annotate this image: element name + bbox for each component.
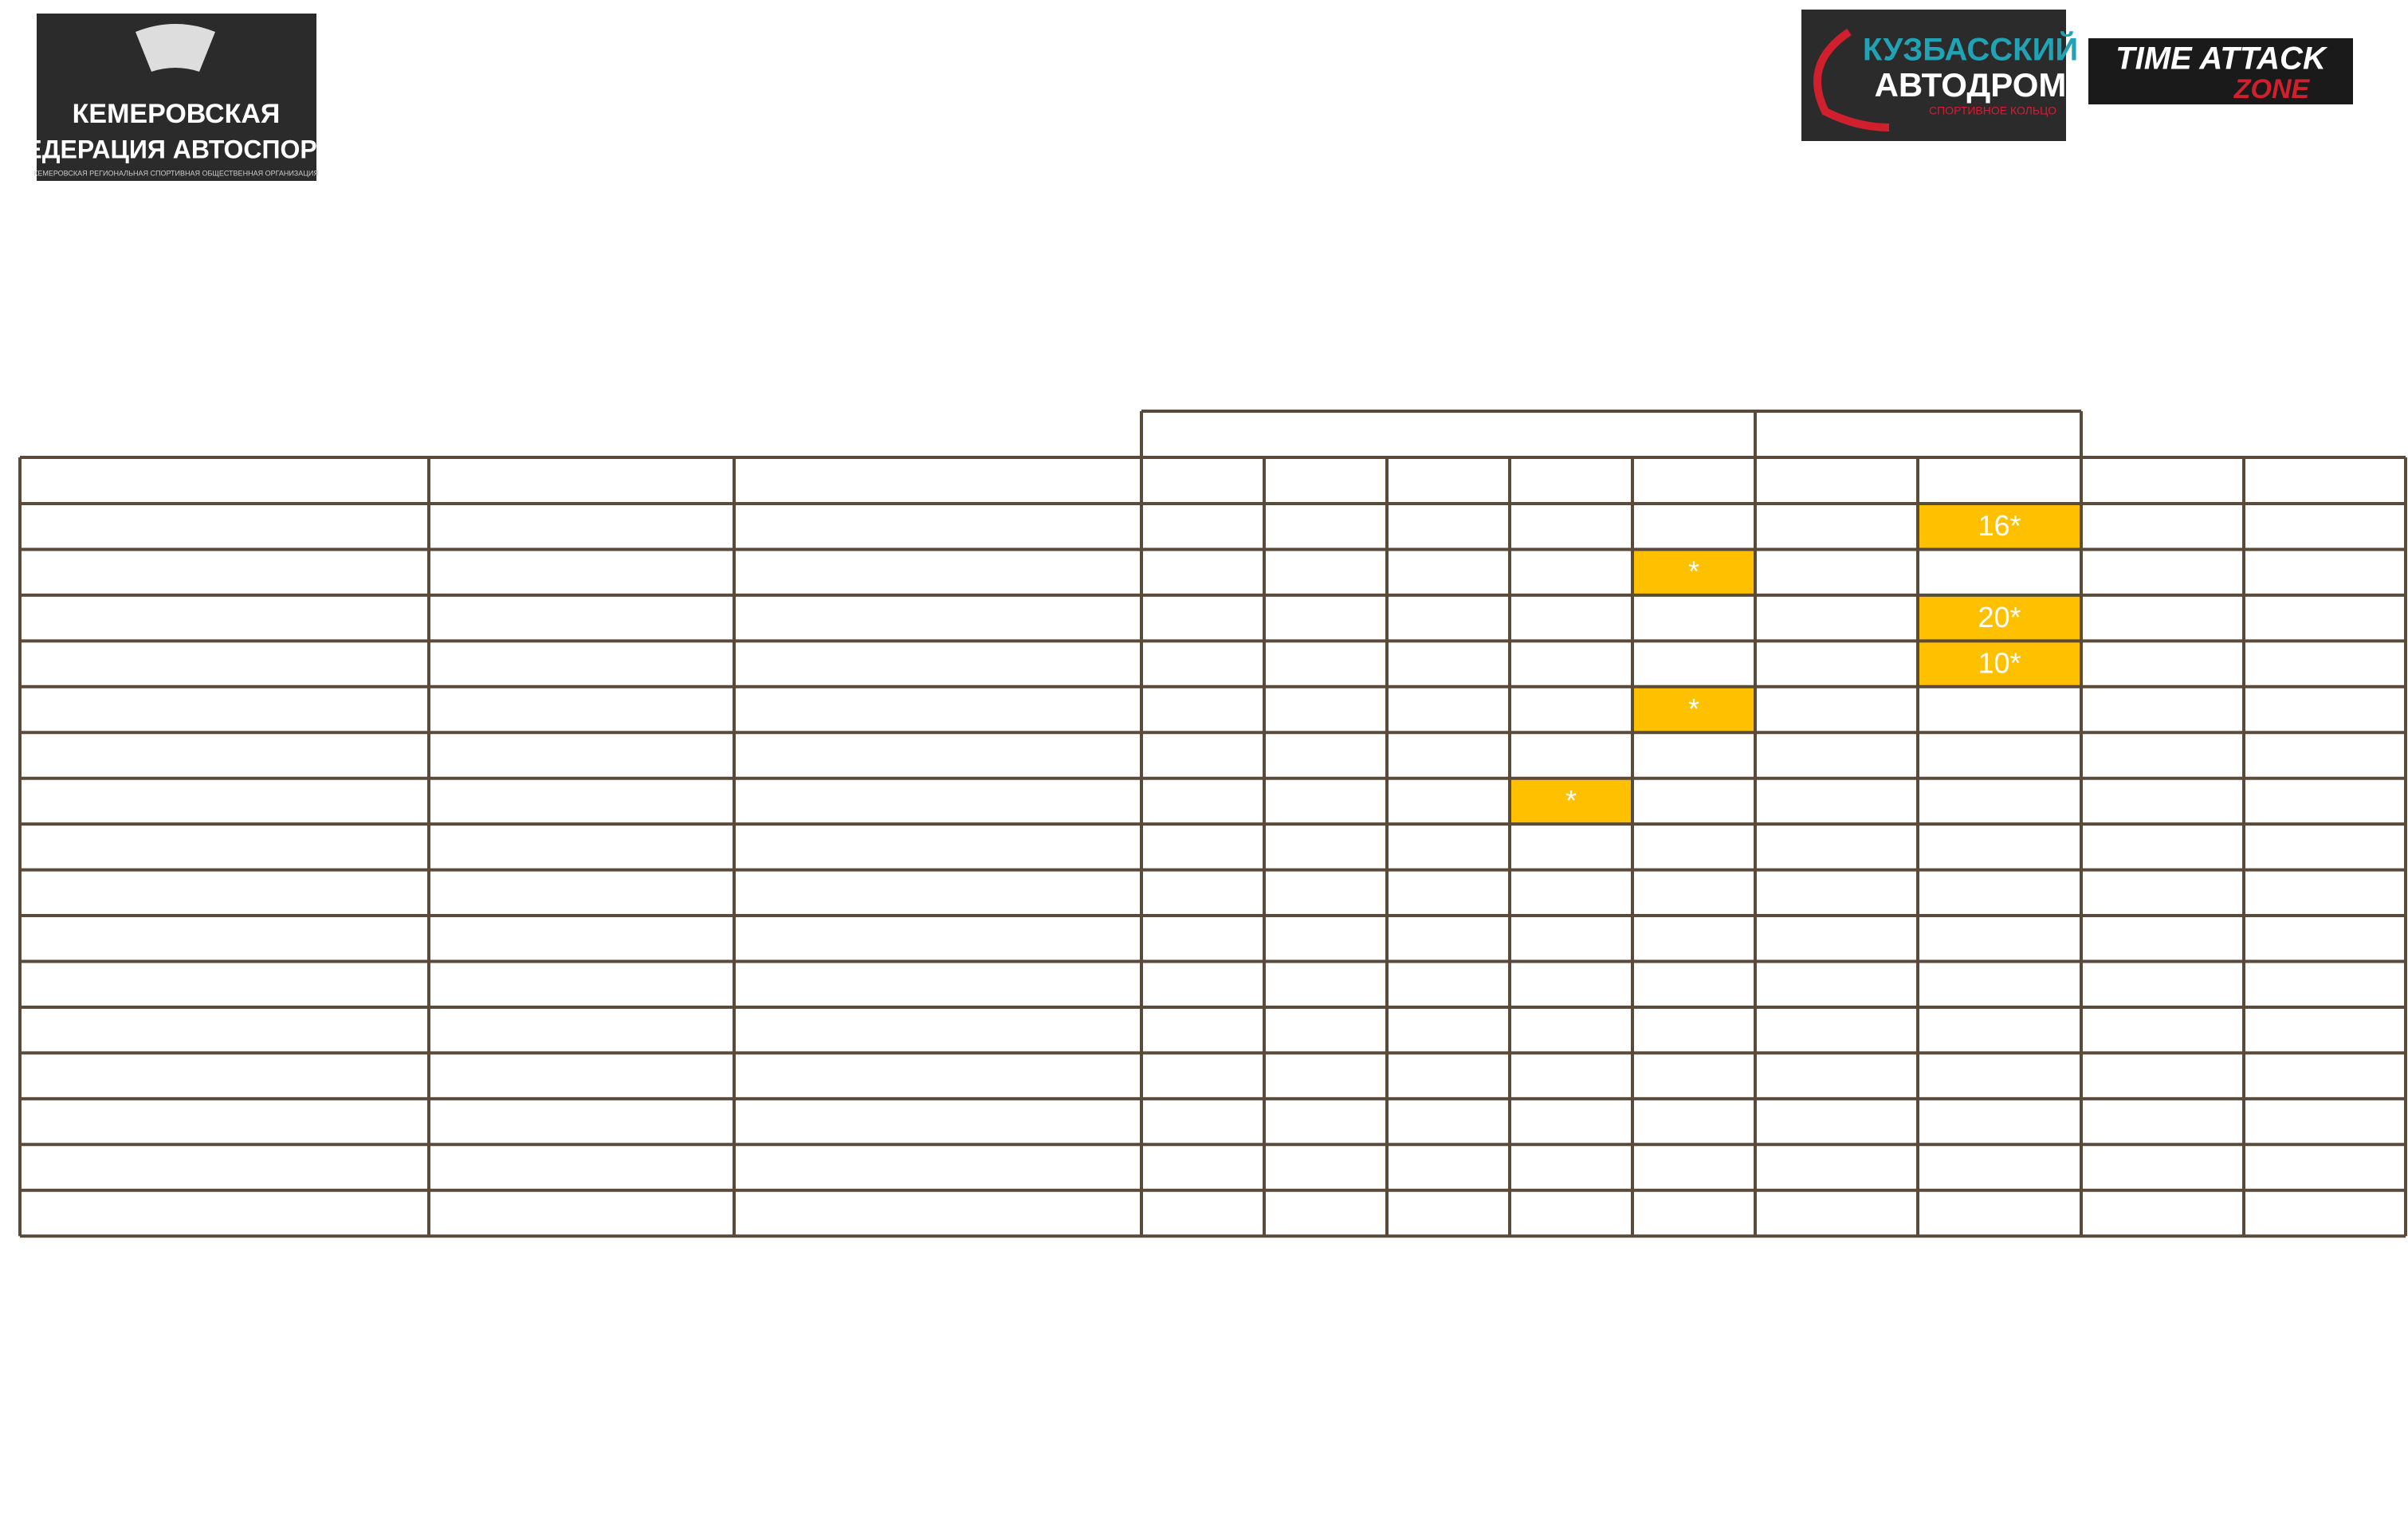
logo-text: ФЕДЕРАЦИЯ АВТОСПОРТА <box>3 135 349 163</box>
highlight-cell <box>1632 686 1755 733</box>
logo-text: КУЗБАССКИЙ <box>1863 31 2078 68</box>
logo-text: КЕМЕРОВСКАЯ <box>73 99 281 129</box>
logo-text: АВТОДРОМ <box>1875 66 2067 104</box>
logo-text: TIME ATTACK <box>2115 41 2328 76</box>
results-table: 16* * 20* 10* * * <box>18 410 2407 1238</box>
logo-text: ZONE <box>2233 74 2311 104</box>
cell-text: 20* <box>1978 601 2021 633</box>
cell-text: * <box>1565 784 1577 817</box>
logo-text: СПОРТИВНОЕ КОЛЬЦО <box>1929 104 2056 117</box>
timeattack-logo: TIME ATTACK ZONE <box>2088 38 2353 104</box>
highlight-cell <box>1510 778 1632 825</box>
cell-text: * <box>1688 692 1699 725</box>
cell-text: 10* <box>1978 647 2021 680</box>
cell-text: 16* <box>1978 509 2021 542</box>
logo-text: КЕМЕРОВСКАЯ РЕГИОНАЛЬНАЯ СПОРТИВНАЯ ОБЩЕ… <box>33 169 319 177</box>
autodrom-logo: КУЗБАССКИЙ АВТОДРОМ СПОРТИВНОЕ КОЛЬЦО <box>1801 10 2078 141</box>
cell-text: * <box>1688 555 1699 588</box>
federation-logo: КЕМЕРОВСКАЯ ФЕДЕРАЦИЯ АВТОСПОРТА КЕМЕРОВ… <box>3 14 349 181</box>
highlight-cell <box>1918 504 2081 550</box>
highlight-cell <box>1918 641 2081 687</box>
highlight-cell <box>1632 549 1755 595</box>
highlight-cell <box>1918 594 2081 641</box>
